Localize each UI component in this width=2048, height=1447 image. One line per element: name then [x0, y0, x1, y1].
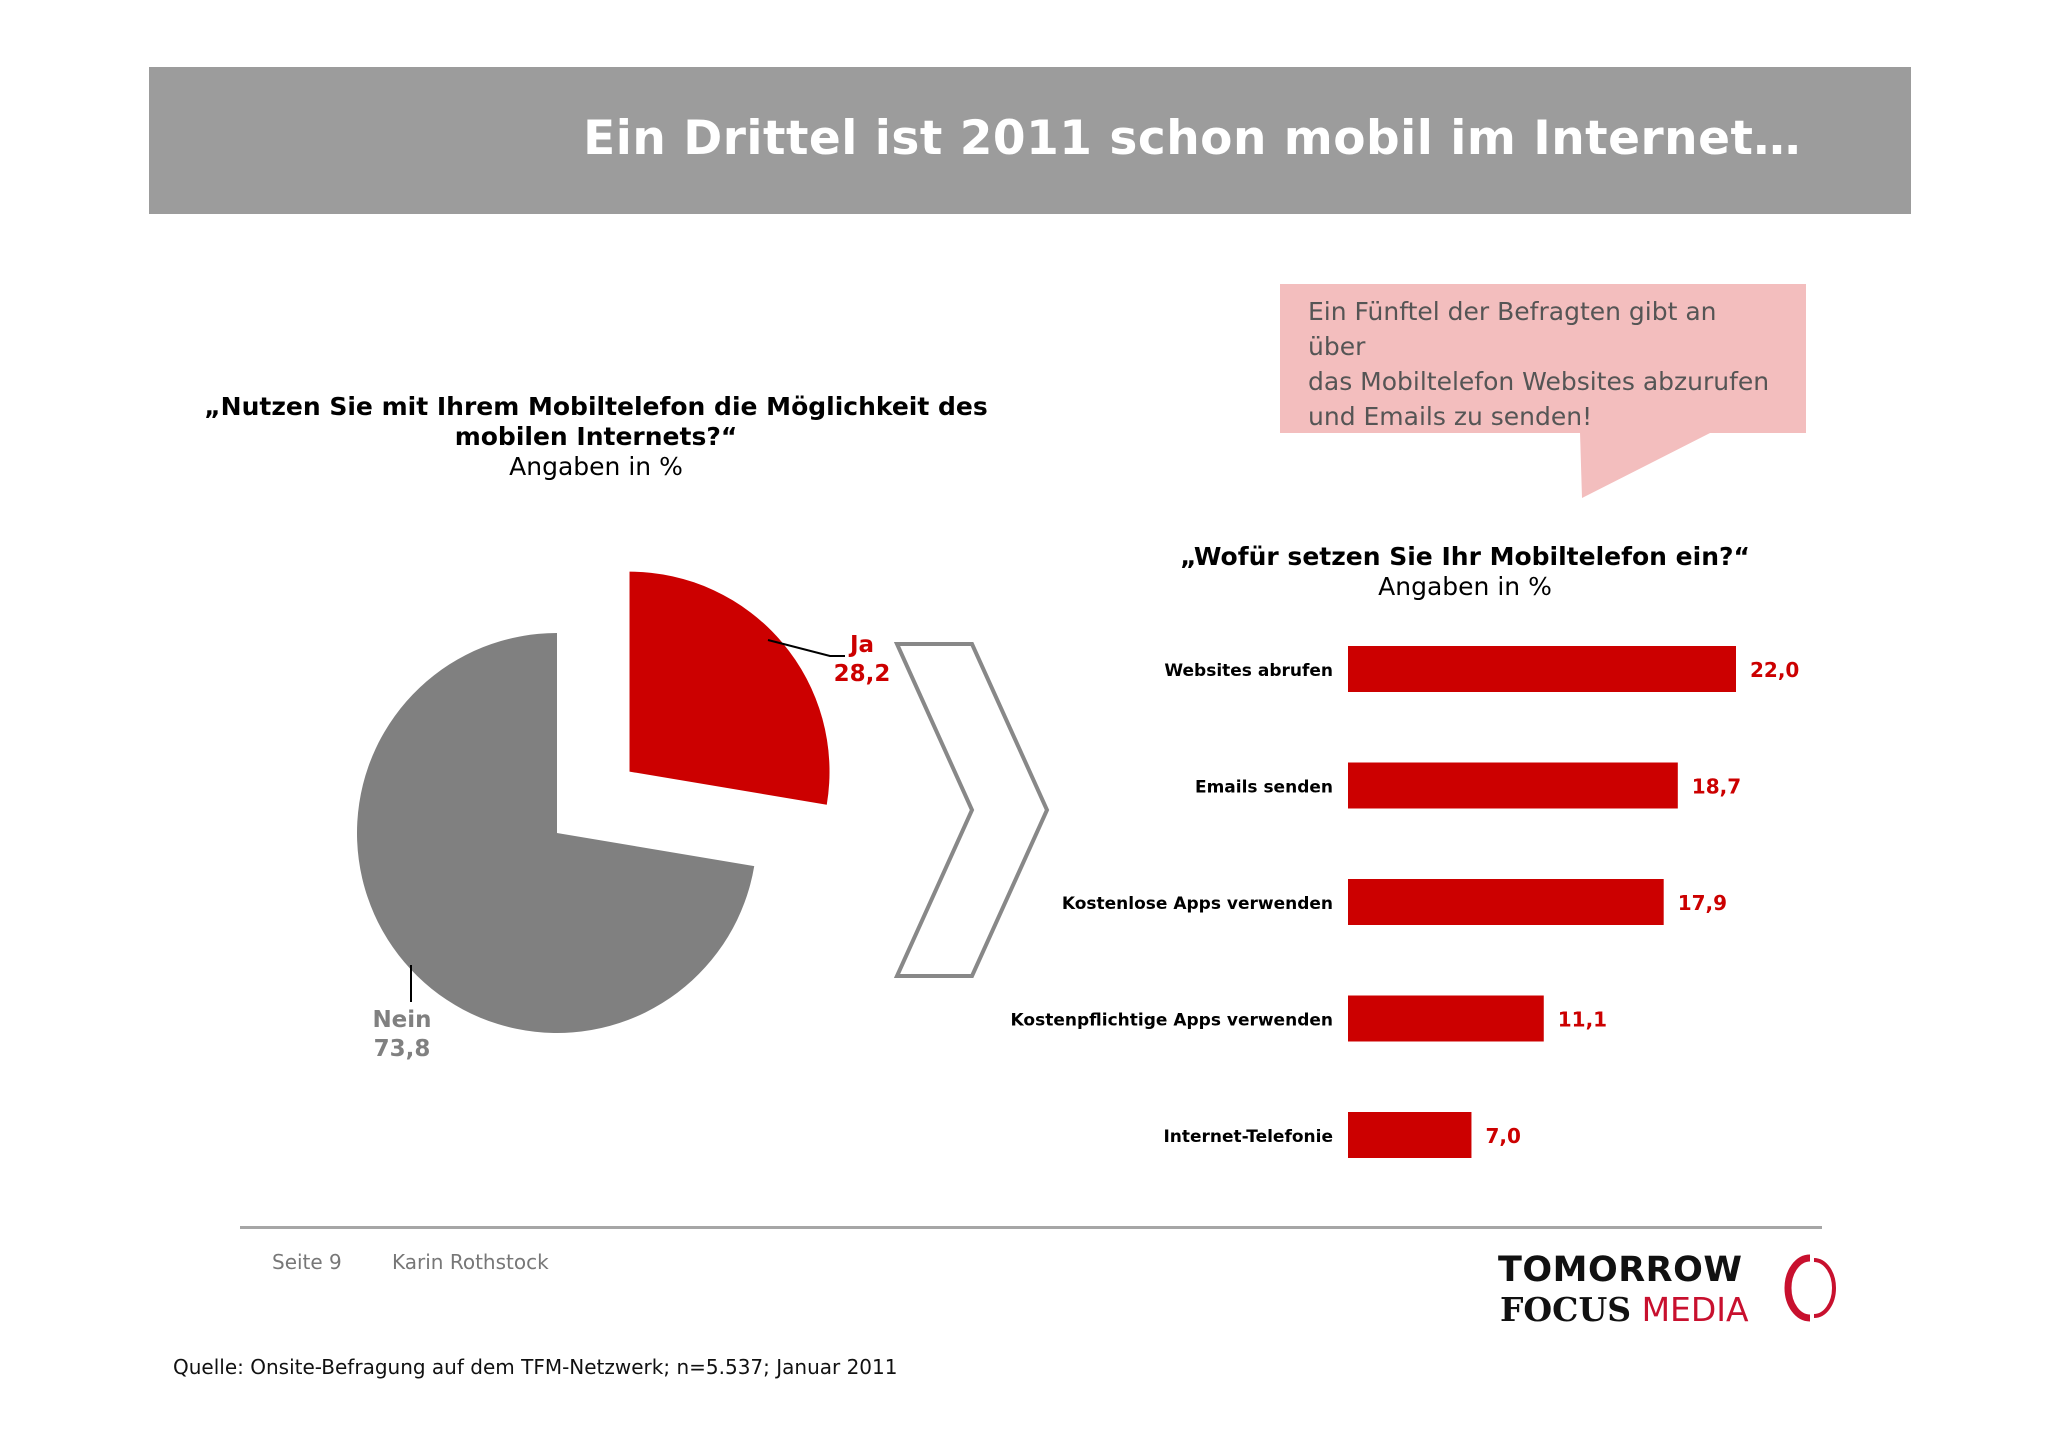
- bar-category-label: Websites abrufen: [1164, 661, 1333, 681]
- logo-mark-icon: [1784, 1254, 1836, 1322]
- bar-category-label: Emails senden: [1195, 778, 1333, 798]
- pie-slice-nein: [357, 633, 755, 1033]
- bar: [1348, 646, 1736, 692]
- logo-word-top: TOMORROW: [1498, 1250, 1743, 1290]
- callout-line: das Mobiltelefon Websites abzurufen: [1308, 367, 1770, 396]
- header-bar: Ein Drittel ist 2011 schon mobil im Inte…: [149, 67, 1911, 214]
- bar-category-label: Kostenpflichtige Apps verwenden: [1011, 1011, 1333, 1031]
- page-title: Ein Drittel ist 2011 schon mobil im Inte…: [583, 111, 1801, 166]
- source-note: Quelle: Onsite-Befragung auf dem TFM-Net…: [173, 1355, 898, 1379]
- bar-title: „Wofür setzen Sie Ihr Mobiltelefon ein?“: [1180, 542, 1750, 571]
- bar-value-label: 17,9: [1678, 891, 1727, 915]
- logo-focus: FOCUS: [1500, 1290, 1632, 1329]
- bar-value-label: 11,1: [1558, 1008, 1607, 1032]
- pie-title-line: „Nutzen Sie mit Ihrem Mobiltelefon die M…: [204, 392, 988, 421]
- bar-question: „Wofür setzen Sie Ihr Mobiltelefon ein?“…: [1140, 542, 1790, 602]
- pie-value-nein: 73,8: [374, 1036, 431, 1062]
- bar: [1348, 762, 1678, 809]
- bar-value-label: 22,0: [1750, 658, 1799, 682]
- bar: [1348, 879, 1664, 925]
- bar: [1348, 995, 1544, 1042]
- callout-line: Ein Fünftel der Befragten gibt an über: [1308, 297, 1717, 361]
- pie-label-nein: Nein: [372, 1007, 431, 1033]
- bar-category-label: Kostenlose Apps verwenden: [1062, 894, 1333, 914]
- bar: [1348, 1112, 1472, 1158]
- bar-value-label: 18,7: [1692, 775, 1741, 799]
- pie-title-line: mobilen Internets?“: [454, 422, 738, 451]
- callout-bubble: Ein Fünftel der Befragten gibt an über d…: [1280, 284, 1806, 433]
- pie-question: „Nutzen Sie mit Ihrem Mobiltelefon die M…: [196, 392, 996, 482]
- logo-media: MEDIA: [1641, 1290, 1749, 1329]
- callout-line: und Emails zu senden!: [1308, 402, 1593, 431]
- bar-category-label: Internet-Telefonie: [1163, 1127, 1333, 1147]
- footer-page-number: Seite 9: [272, 1250, 342, 1274]
- logo-word-bottom: FOCUS MEDIA: [1500, 1290, 1749, 1329]
- pie-chart: Ja 28,2 Nein 73,8: [357, 571, 891, 1062]
- bar-value-label: 7,0: [1485, 1124, 1520, 1148]
- pie-subtitle: Angaben in %: [509, 452, 683, 481]
- company-logo: TOMORROW FOCUS MEDIA: [1498, 1250, 1838, 1330]
- footer-divider: [240, 1226, 1822, 1229]
- pie-value-ja: 28,2: [834, 661, 891, 687]
- pie-slice-ja: [629, 571, 830, 805]
- bar-subtitle: Angaben in %: [1378, 572, 1552, 601]
- arrow-chevron-icon: [893, 642, 1050, 978]
- pie-label-ja: Ja: [848, 632, 874, 658]
- pie-leader-ja: [767, 639, 845, 657]
- footer-author: Karin Rothstock: [392, 1250, 549, 1274]
- bar-chart: Websites abrufen 22,0 Emails senden 18,7 Kos…: [1011, 646, 1799, 1158]
